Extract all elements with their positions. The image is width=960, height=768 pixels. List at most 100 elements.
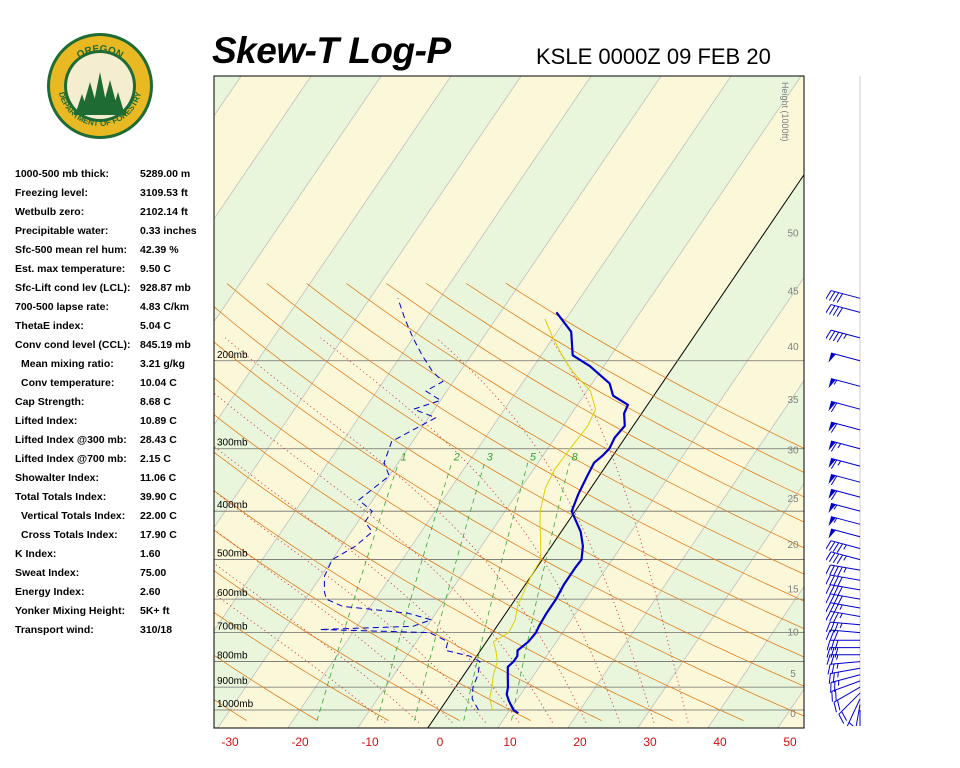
- isotherm-line: [497, 277, 804, 728]
- index-row: Precipitable water: 0.33 inches: [15, 225, 215, 244]
- isotherm-line: [637, 482, 804, 728]
- index-label: Total Totals Index:: [15, 491, 107, 503]
- wind-barb-feather: [836, 332, 844, 343]
- wind-barb-shaft: [830, 440, 861, 450]
- wind-barb-feather: [834, 640, 839, 651]
- index-value: 310/18: [140, 624, 173, 636]
- isotherm-line: [427, 173, 804, 728]
- index-row: Est. max temperature: 9.50 C: [15, 263, 215, 282]
- wind-barb-shaft: [831, 680, 861, 692]
- wind-barb-feather: [826, 647, 831, 658]
- dry-adiabat: [214, 529, 531, 721]
- index-value: 75.00: [140, 567, 167, 579]
- dry-adiabat: [214, 306, 804, 658]
- index-row: Wetbulb zero: 2102.14 ft: [15, 206, 215, 225]
- logo-trees: [74, 72, 126, 115]
- wind-barb-feather: [832, 292, 840, 302]
- wind-barb-feather: [836, 293, 844, 303]
- wind-barb-feather: [826, 551, 832, 561]
- wind-barb-feather: [830, 654, 835, 665]
- wind-barb-feather: [832, 306, 840, 316]
- moist-adiabat: [320, 337, 621, 723]
- isotherm-line: [0, 66, 108, 738]
- wind-barb-column: [826, 76, 861, 726]
- wind-barb-shaft: [830, 602, 861, 609]
- mixing-ratio-line: [316, 462, 399, 721]
- wind-barb-feather: [833, 576, 839, 587]
- index-row: Yonker Mixing Height: 5K+ ft: [15, 605, 215, 624]
- isotherm-line: [214, 76, 382, 323]
- index-value: 10.89 C: [140, 415, 177, 427]
- x-tick-label: -10: [361, 735, 379, 749]
- isotherm-line: [287, 76, 732, 728]
- wind-barb-shaft: [830, 610, 861, 618]
- index-row: Lifted Index @700 mb: 2.15 C: [15, 453, 215, 472]
- wind-barb-half-feather: [843, 555, 847, 561]
- wind-barb-flag: [828, 422, 836, 432]
- index-label: Cross Totals Index:: [21, 529, 118, 541]
- index-value: 2.60: [140, 586, 161, 598]
- index-label: Yonker Mixing Height:: [15, 605, 126, 617]
- grid-lines: [0, 66, 804, 738]
- index-value: 3.21 g/kg: [140, 358, 185, 370]
- height-tick-label: 25: [787, 494, 799, 505]
- x-tick-label: 0: [437, 735, 444, 749]
- index-label: Sweat Index:: [15, 567, 80, 579]
- index-row: Showalter Index: 11.06 C: [15, 472, 215, 491]
- index-value: 28.43 C: [140, 434, 177, 446]
- wind-barb-shaft: [830, 540, 861, 549]
- plot-frame: [213, 75, 805, 729]
- wind-barb-feather: [829, 565, 835, 576]
- wind-barb-feather: [826, 290, 832, 300]
- wind-barb-half-feather: [833, 379, 838, 385]
- pressure-label: 400mb: [217, 500, 248, 511]
- wind-barb-feather: [837, 586, 843, 597]
- x-tick-label: 30: [643, 735, 657, 749]
- x-tick-label: -30: [221, 735, 239, 749]
- wind-barb-feather: [829, 575, 835, 586]
- wind-barb-feather: [828, 552, 836, 563]
- dry-adiabat: [214, 699, 247, 721]
- wind-barb-half-feather: [833, 504, 838, 510]
- wind-barb-feather: [833, 595, 839, 605]
- wind-barb-feather: [826, 574, 831, 585]
- height-axis-title: Height (1000ft): [780, 82, 790, 142]
- wind-barb-feather: [826, 629, 831, 640]
- dry-adiabat: [306, 283, 804, 575]
- index-value: 10.04 C: [140, 377, 177, 389]
- index-label: Precipitable water:: [15, 225, 109, 237]
- index-row: Cross Totals Index: 17.90 C: [15, 529, 215, 548]
- wind-barb-shaft: [830, 674, 861, 683]
- wind-barb-shaft: [830, 329, 861, 339]
- wind-barb-feather: [826, 593, 831, 604]
- x-tick-label: 40: [713, 735, 727, 749]
- wind-barb-shaft: [830, 421, 861, 431]
- wind-barb-feather: [836, 700, 841, 711]
- index-row: Total Totals Index: 39.90 C: [15, 491, 215, 510]
- wind-barb-feather: [838, 714, 845, 724]
- wind-barb-feather: [829, 603, 835, 614]
- wind-barb-shaft: [830, 378, 861, 387]
- index-value: 11.06 C: [140, 472, 177, 484]
- wind-barb-shaft: [830, 304, 861, 313]
- pressure-label: 800mb: [217, 651, 248, 662]
- pressure-label: 600mb: [217, 588, 248, 599]
- wind-barb-feather: [826, 611, 831, 621]
- wind-barb-feather: [827, 664, 831, 675]
- wind-barb-feather: [826, 304, 832, 314]
- wind-barb-half-feather: [837, 460, 842, 466]
- wind-barb-shaft: [830, 473, 861, 483]
- wind-barb-feather: [836, 554, 844, 565]
- mixing-ratio-line: [414, 462, 485, 721]
- wind-barb-shaft: [830, 667, 861, 674]
- wind-barb-feather: [837, 595, 843, 606]
- index-label: K Index:: [15, 548, 57, 560]
- wind-barb-feather: [832, 672, 835, 684]
- wind-barb-feather: [834, 647, 839, 658]
- wind-barb-feather: [826, 640, 831, 651]
- mixing-ratio-line: [463, 462, 529, 721]
- wind-barb-shaft: [830, 564, 861, 571]
- wind-barb-half-feather: [843, 334, 847, 339]
- wind-barb-shaft: [830, 352, 861, 362]
- index-row: Lifted Index: 10.89 C: [15, 415, 215, 434]
